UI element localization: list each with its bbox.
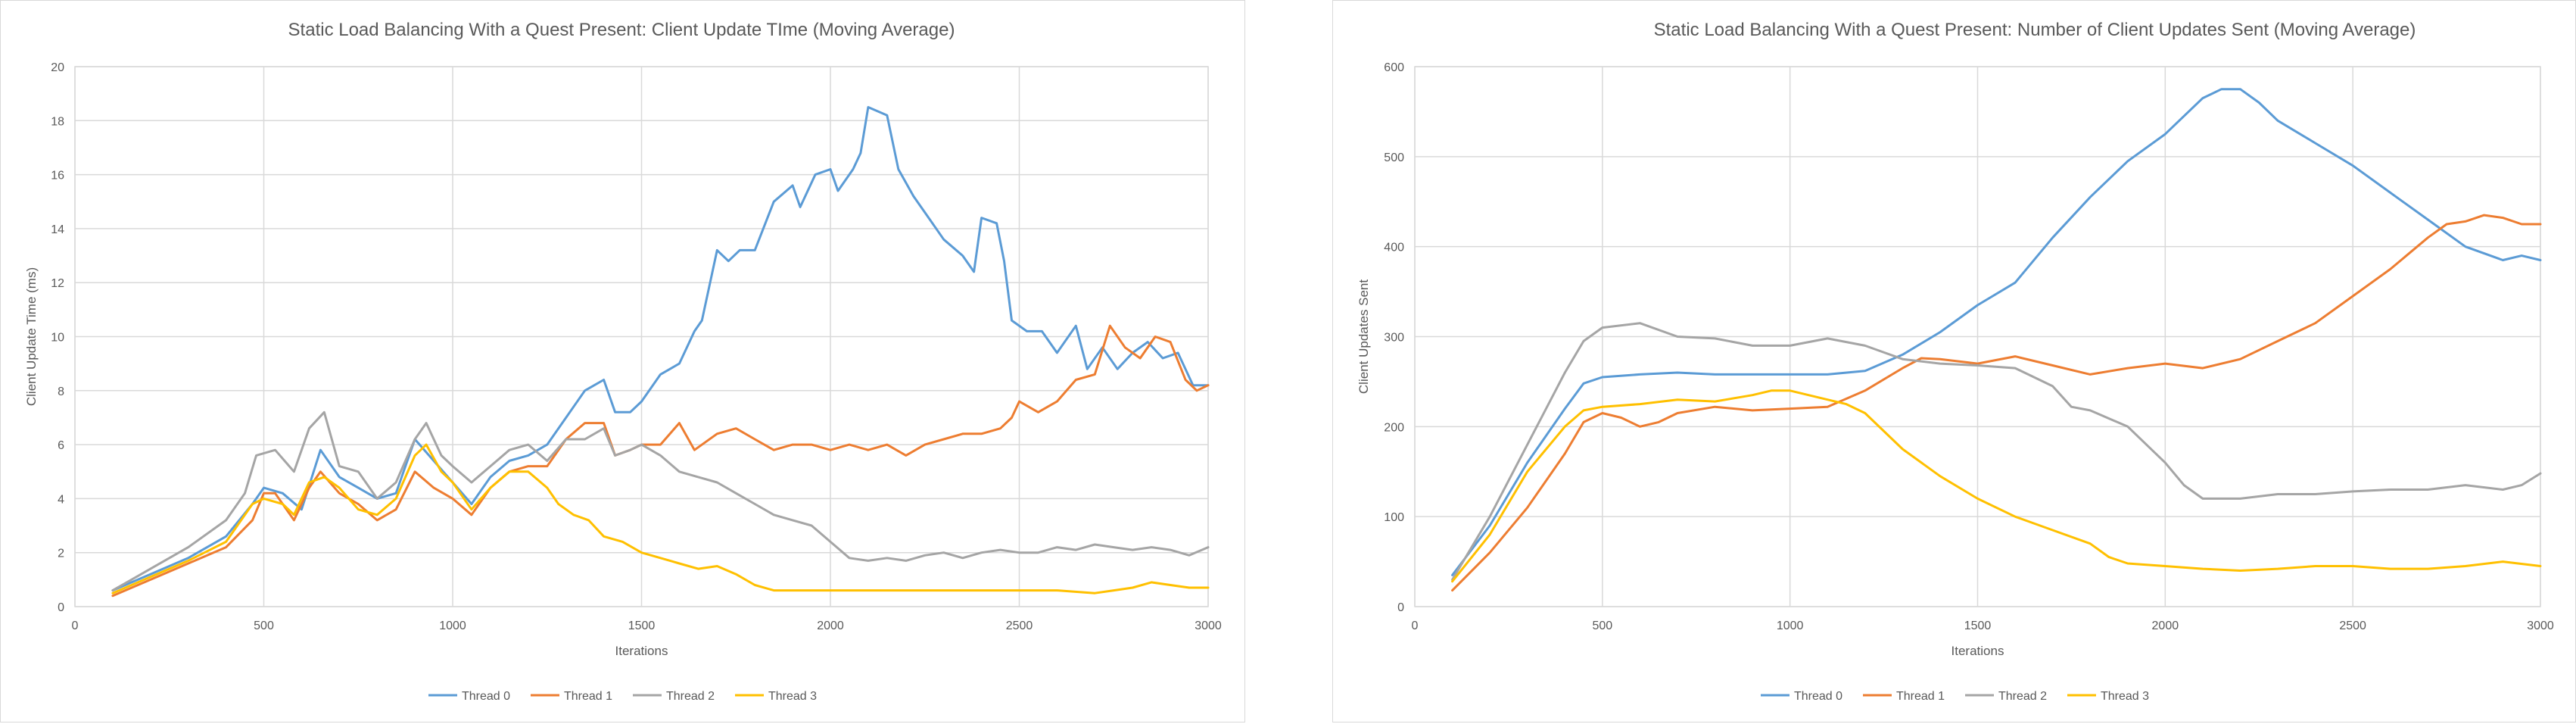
x-tick-label: 3000	[1195, 619, 1222, 632]
x-tick-label: 1000	[1777, 619, 1804, 632]
y-tick-label: 300	[1384, 332, 1404, 345]
y-axis-label: Client Updates Sent	[1357, 279, 1371, 394]
client-updates-sent-chart: Static Load Balancing With a Quest Prese…	[1357, 20, 2554, 703]
x-tick-label: 2500	[2339, 619, 2366, 632]
y-tick-label: 200	[1384, 421, 1404, 434]
series-line-thread-3	[111, 443, 1210, 594]
legend-label-thread-3: Thread 3	[2101, 690, 2149, 703]
chart-panel-client-update-time: Static Load Balancing With a Quest Prese…	[0, 0, 1245, 722]
y-tick-label: 4	[58, 493, 64, 506]
y-tick-label: 100	[1384, 511, 1404, 524]
series-line-thread-2	[1451, 322, 2542, 581]
y-tick-label: 600	[1384, 61, 1404, 74]
x-tick-label: 500	[1592, 619, 1612, 632]
x-tick-label: 1500	[1964, 619, 1992, 632]
y-tick-label: 12	[51, 277, 64, 290]
legend-label-thread-0: Thread 0	[1794, 690, 1842, 703]
x-tick-label: 2000	[817, 619, 844, 632]
chart-title: Static Load Balancing With a Quest Prese…	[288, 20, 955, 40]
legend-label-thread-3: Thread 3	[768, 690, 817, 703]
legend-label-thread-2: Thread 2	[666, 690, 715, 703]
y-tick-label: 500	[1384, 151, 1404, 164]
legend: Thread 0 Thread 1 Thread 2 Thread 3	[1761, 690, 2149, 703]
y-tick-label: 2	[58, 548, 64, 560]
plot-area	[74, 66, 1209, 607]
x-tick-label: 1500	[628, 619, 656, 632]
x-axis-label: Iterations	[615, 644, 668, 658]
y-tick-label: 16	[51, 170, 64, 183]
x-tick-label: 2500	[1006, 619, 1033, 632]
series-line-thread-2	[111, 410, 1210, 592]
y-axis-label: Client Update Time (ms)	[24, 267, 39, 406]
series-line-thread-3	[1451, 389, 2542, 583]
x-axis-label: Iterations	[1951, 644, 2004, 658]
series-line-thread-1	[1451, 214, 2542, 592]
gridlines	[1414, 66, 2541, 607]
y-tick-label: 20	[51, 61, 64, 74]
series-line-thread-1	[111, 324, 1210, 598]
gridlines	[74, 66, 1209, 607]
y-tick-label: 18	[51, 115, 64, 128]
x-tick-label: 0	[72, 619, 79, 632]
legend-label-thread-1: Thread 1	[1896, 690, 1945, 703]
y-tick-label: 8	[58, 385, 64, 398]
series-line-thread-0	[1451, 88, 2542, 576]
y-tick-label: 0	[58, 601, 64, 614]
x-tick-label: 2000	[2152, 619, 2179, 632]
legend-label-thread-1: Thread 1	[564, 690, 612, 703]
x-tick-label: 3000	[2527, 619, 2554, 632]
chart-panel-client-updates-sent: Static Load Balancing With a Quest Prese…	[1332, 0, 2576, 722]
client-update-time-chart: Static Load Balancing With a Quest Prese…	[24, 20, 1222, 703]
y-tick-label: 10	[51, 332, 64, 345]
y-tick-label: 6	[58, 439, 64, 452]
y-tick-label: 400	[1384, 242, 1404, 254]
x-tick-label: 500	[254, 619, 274, 632]
series-line-thread-0	[111, 106, 1210, 592]
plot-area	[1414, 66, 2541, 607]
chart-title: Static Load Balancing With a Quest Prese…	[1654, 20, 2416, 40]
legend: Thread 0 Thread 1 Thread 2 Thread 3	[428, 690, 817, 703]
y-tick-label: 0	[1397, 601, 1404, 614]
legend-label-thread-2: Thread 2	[1998, 690, 2047, 703]
y-tick-label: 14	[51, 223, 64, 236]
x-tick-label: 0	[1412, 619, 1419, 632]
legend-label-thread-0: Thread 0	[462, 690, 510, 703]
x-tick-label: 1000	[439, 619, 466, 632]
